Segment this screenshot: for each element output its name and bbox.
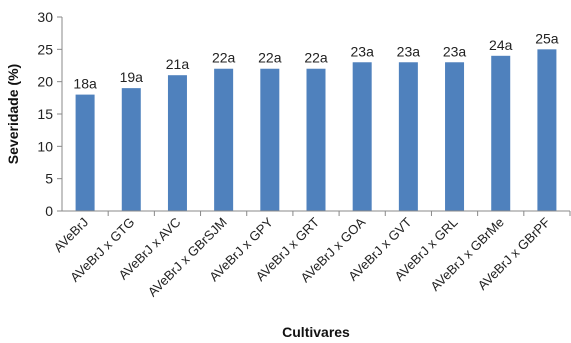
bars (75, 49, 557, 212)
bar (537, 49, 557, 212)
bar (167, 75, 187, 211)
data-label: 21a (166, 56, 190, 72)
y-tick-label: 5 (45, 171, 53, 187)
data-label: 22a (304, 50, 328, 66)
data-label: 22a (212, 50, 236, 66)
bar (260, 68, 280, 211)
y-axis-title: Severidade (%) (5, 64, 21, 164)
data-label: 25a (535, 30, 559, 46)
x-category-label: AVeBrJ (51, 215, 92, 256)
bar (398, 62, 418, 212)
y-axis-ticks: 0 5 10 15 20 25 30 (37, 9, 62, 219)
data-label: 23a (443, 43, 467, 59)
y-tick-label: 15 (37, 106, 53, 122)
data-label: 18a (73, 76, 97, 92)
bar (121, 88, 141, 211)
data-label: 24a (489, 37, 513, 53)
data-label: 23a (351, 43, 375, 59)
y-tick-label: 10 (37, 138, 53, 154)
x-category-label: AVeBrJ x GBrSJM (145, 215, 230, 300)
y-tick-label: 25 (37, 41, 53, 57)
bar (306, 68, 326, 211)
bar (352, 62, 372, 212)
data-label: 22a (258, 50, 282, 66)
bar (214, 68, 234, 211)
x-axis-title: Cultivares (282, 324, 350, 340)
bar (445, 62, 465, 212)
y-tick-label: 0 (45, 203, 53, 219)
bar (75, 94, 95, 211)
y-tick-label: 30 (37, 9, 53, 25)
data-label: 23a (397, 43, 421, 59)
y-tick-label: 20 (37, 74, 53, 90)
data-label: 19a (120, 69, 144, 85)
data-labels: 18a 19a 21a 22a 22a 22a 23a 23a 23a 24a 25a (73, 30, 558, 91)
bar (491, 55, 511, 211)
